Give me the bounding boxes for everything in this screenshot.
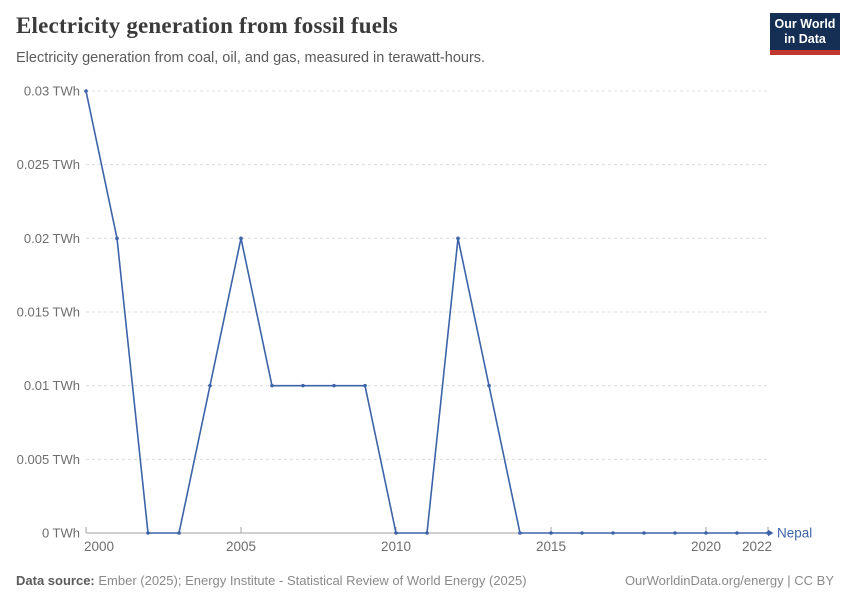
data-point xyxy=(673,531,677,535)
y-tick-label: 0.025 TWh xyxy=(17,157,80,172)
data-point xyxy=(332,383,336,388)
y-tick-label: 0.015 TWh xyxy=(17,305,80,320)
data-point xyxy=(487,383,491,388)
data-point xyxy=(518,531,522,535)
owid-logo[interactable]: Our World in Data xyxy=(770,13,840,55)
data-point xyxy=(208,383,212,388)
data-point xyxy=(456,236,460,241)
x-tick-label: 2000 xyxy=(84,539,114,554)
y-tick-label: 0.02 TWh xyxy=(24,231,80,246)
data-source-label: Data source: xyxy=(16,573,95,588)
y-tick-label: 0.005 TWh xyxy=(17,452,80,467)
data-point xyxy=(177,531,181,535)
chart-subtitle: Electricity generation from coal, oil, a… xyxy=(16,50,486,66)
data-point xyxy=(580,531,584,535)
data-point xyxy=(84,89,88,93)
data-point xyxy=(611,531,615,535)
x-tick-label: 2022 xyxy=(742,539,772,554)
x-tick-label: 2005 xyxy=(226,539,256,554)
data-point xyxy=(363,383,367,388)
chart-footer: Data source: Ember (2025); Energy Instit… xyxy=(16,573,834,588)
data-point xyxy=(115,236,119,241)
owid-logo-line1: Our World xyxy=(774,17,836,31)
data-point xyxy=(735,531,739,535)
y-tick-label: 0.03 TWh xyxy=(24,84,80,99)
data-point xyxy=(301,383,305,388)
owid-logo-line2: in Data xyxy=(784,32,826,46)
x-tick-label: 2020 xyxy=(691,539,721,554)
y-tick-label: 0 TWh xyxy=(42,526,80,541)
data-point xyxy=(425,531,429,535)
series-label-nepal[interactable]: Nepal xyxy=(777,526,812,541)
data-point xyxy=(239,236,243,241)
data-point xyxy=(270,383,274,388)
data-point xyxy=(642,531,646,535)
x-tick-label: 2015 xyxy=(536,539,566,554)
data-source-text: Ember (2025); Energy Institute - Statist… xyxy=(94,573,527,588)
data-point xyxy=(146,531,150,535)
data-source-note: Data source: Ember (2025); Energy Instit… xyxy=(16,573,527,588)
data-point xyxy=(704,531,708,535)
y-tick-label: 0.01 TWh xyxy=(24,378,80,393)
chart-title: Electricity generation from fossil fuels xyxy=(16,13,398,38)
license-note[interactable]: OurWorldinData.org/energy | CC BY xyxy=(624,573,834,588)
data-point xyxy=(394,531,398,535)
data-point xyxy=(549,531,553,535)
line-end-arrow xyxy=(768,529,774,537)
x-tick-label: 2010 xyxy=(381,539,411,554)
